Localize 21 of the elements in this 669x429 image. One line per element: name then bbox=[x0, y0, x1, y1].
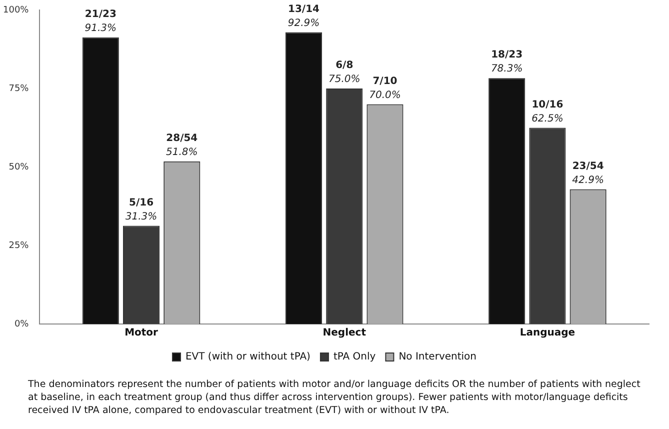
y-tick-label: 0% bbox=[14, 319, 30, 330]
data-label: 23/54 42.9% bbox=[572, 160, 604, 186]
data-label: 28/54 51.8% bbox=[166, 132, 198, 158]
x-tick-label: Neglect bbox=[322, 328, 366, 339]
x-tick-label: Language bbox=[520, 328, 576, 339]
data-label: 21/23 91.3% bbox=[84, 8, 117, 34]
legend-label: No Intervention bbox=[398, 352, 477, 363]
data-label: 6/8 75.0% bbox=[328, 60, 360, 86]
data-label: 10/16 62.5% bbox=[532, 99, 564, 124]
data-label: 13/14 92.9% bbox=[288, 4, 320, 29]
data-label: 5/16 31.3% bbox=[125, 197, 158, 222]
legend-label: tPA Only bbox=[333, 352, 376, 363]
data-label: 18/23 78.3% bbox=[490, 50, 523, 75]
text: The denominators represent the number of patients with motor and/or language deficits OR the number of patients with neglect at baseline, in each treatment group (and thus differ across intervention groups). Fewer patients with motor/language deficits received IV tPA alone, compared to endovascular treatment (EVT) with or without IV tPA. bbox=[28, 378, 642, 417]
legend-label: EVT (with or without tPA) bbox=[185, 352, 311, 363]
y-tick-label: 100% bbox=[2, 5, 30, 16]
data-label: 7/10 70.0% bbox=[369, 76, 401, 101]
y-tick-label: 50% bbox=[8, 162, 30, 172]
x-tick-label: Motor bbox=[124, 328, 158, 339]
y-tick-label: 75% bbox=[8, 84, 30, 94]
y-tick-label: 25% bbox=[8, 240, 30, 251]
